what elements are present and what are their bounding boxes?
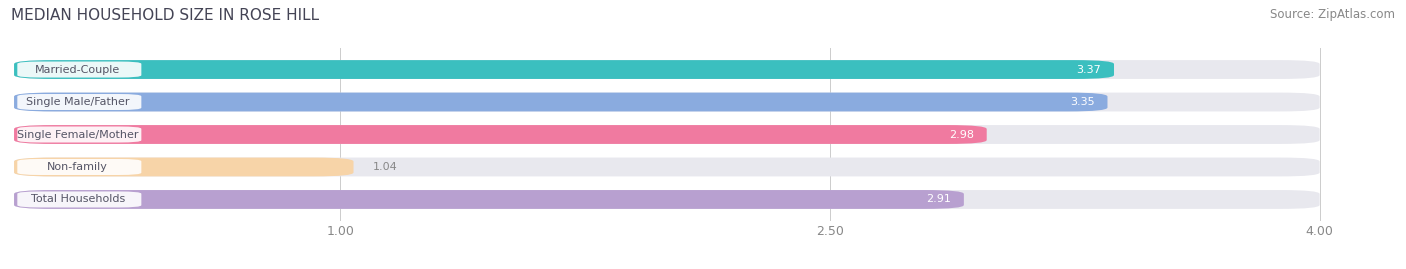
FancyBboxPatch shape (14, 93, 1320, 111)
Text: MEDIAN HOUSEHOLD SIZE IN ROSE HILL: MEDIAN HOUSEHOLD SIZE IN ROSE HILL (11, 8, 319, 23)
FancyBboxPatch shape (14, 125, 1320, 144)
Text: 3.37: 3.37 (1076, 65, 1101, 75)
FancyBboxPatch shape (17, 159, 142, 175)
FancyBboxPatch shape (14, 190, 1320, 209)
FancyBboxPatch shape (17, 62, 142, 77)
FancyBboxPatch shape (17, 126, 142, 143)
Text: Total Households: Total Households (31, 194, 125, 204)
Text: 1.04: 1.04 (373, 162, 398, 172)
Text: Source: ZipAtlas.com: Source: ZipAtlas.com (1270, 8, 1395, 21)
Text: 3.35: 3.35 (1070, 97, 1094, 107)
FancyBboxPatch shape (14, 190, 965, 209)
FancyBboxPatch shape (17, 192, 142, 207)
Text: Married-Couple: Married-Couple (35, 65, 121, 75)
Text: 2.91: 2.91 (927, 194, 950, 204)
FancyBboxPatch shape (14, 93, 1108, 111)
Text: Single Male/Father: Single Male/Father (25, 97, 129, 107)
FancyBboxPatch shape (17, 94, 142, 110)
FancyBboxPatch shape (14, 60, 1320, 79)
FancyBboxPatch shape (14, 158, 353, 176)
FancyBboxPatch shape (14, 60, 1114, 79)
Text: Single Female/Mother: Single Female/Mother (17, 129, 138, 140)
FancyBboxPatch shape (14, 158, 1320, 176)
FancyBboxPatch shape (14, 125, 987, 144)
Text: 2.98: 2.98 (949, 129, 973, 140)
Text: Non-family: Non-family (48, 162, 108, 172)
